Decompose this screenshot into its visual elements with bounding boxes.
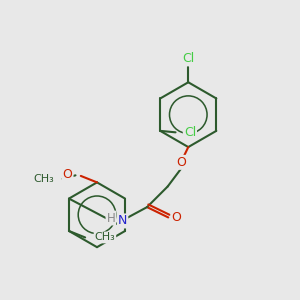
Text: CH₃: CH₃ [34, 174, 54, 184]
Text: O: O [63, 168, 73, 181]
Text: H: H [106, 212, 115, 224]
Text: Cl: Cl [182, 52, 194, 65]
Text: N: N [118, 214, 127, 227]
Text: O: O [172, 211, 182, 224]
Text: CH₃: CH₃ [94, 232, 115, 242]
Text: Cl: Cl [184, 126, 196, 139]
Text: O: O [176, 156, 186, 169]
